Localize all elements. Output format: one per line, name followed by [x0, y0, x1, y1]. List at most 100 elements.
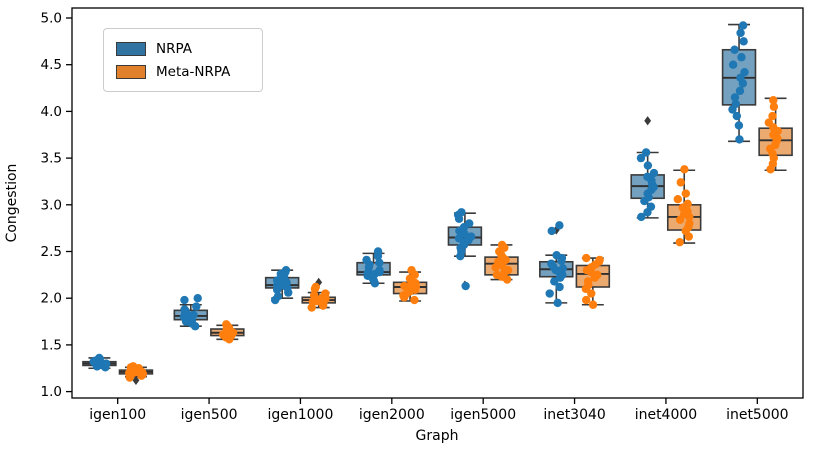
data-point-igen5000-nrpa [466, 232, 476, 241]
data-point-inet5000-meta-nrpa [769, 102, 779, 111]
data-point-inet4000-nrpa [649, 168, 659, 178]
data-point-inet3040-nrpa [555, 282, 564, 292]
data-point-igen500-nrpa [180, 305, 189, 314]
meta-nrpa-color-swatch [116, 64, 146, 79]
data-point-inet5000-nrpa [732, 111, 742, 121]
x-tick-label: igen2000 [359, 407, 425, 423]
data-point-inet4000-nrpa [641, 148, 651, 157]
data-point-igen2000-meta-nrpa [407, 265, 416, 275]
x-tick-label: inet4000 [635, 407, 698, 423]
data-point-igen100-nrpa [101, 359, 111, 368]
data-point-inet5000-nrpa [739, 37, 748, 46]
y-tick-label: 3.5 [41, 151, 62, 167]
data-point-inet4000-nrpa [637, 212, 646, 222]
data-point-igen500-nrpa [180, 295, 189, 305]
y-tick-label: 5.0 [41, 11, 62, 27]
data-point-igen5000-meta-nrpa [503, 265, 513, 275]
x-tick-label: inet5000 [726, 407, 789, 423]
data-point-inet3040-nrpa [547, 226, 556, 236]
y-tick-label: 2.5 [41, 244, 62, 260]
data-point-inet5000-nrpa [735, 86, 745, 96]
data-point-inet5000-nrpa [740, 67, 749, 77]
y-tick-label: 1.5 [41, 337, 62, 353]
data-point-igen1000-meta-nrpa [311, 282, 320, 292]
data-point-inet4000-meta-nrpa [675, 237, 684, 247]
data-point-inet3040-meta-nrpa [593, 270, 602, 280]
data-point-inet4000-meta-nrpa [676, 178, 685, 187]
data-point-igen2000-meta-nrpa [400, 281, 409, 291]
legend-item-nrpa: NRPA [116, 37, 250, 60]
data-point-inet4000-meta-nrpa [683, 199, 692, 209]
y-tick-label: 4.0 [41, 104, 62, 120]
data-point-inet5000-nrpa [738, 21, 748, 30]
data-point-inet3040-nrpa [552, 251, 561, 260]
data-point-inet4000-nrpa [643, 172, 652, 181]
data-point-igen100-meta-nrpa [129, 362, 138, 371]
y-tick-label: 1.0 [41, 384, 62, 400]
y-axis-label: Congestion [4, 163, 20, 243]
data-point-igen2000-nrpa [362, 255, 371, 265]
data-point-inet3040-meta-nrpa [595, 255, 604, 265]
data-point-inet5000-meta-nrpa [768, 111, 777, 121]
data-point-igen5000-nrpa [465, 219, 474, 228]
data-point-igen500-nrpa [192, 302, 201, 311]
x-tick-label: inet3040 [543, 407, 606, 423]
data-point-inet4000-nrpa [636, 153, 646, 163]
data-point-igen500-nrpa [193, 294, 202, 303]
data-point-inet3040-meta-nrpa [581, 295, 591, 305]
data-point-inet3040-nrpa [545, 289, 554, 298]
plot-border [71, 7, 804, 399]
data-point-igen2000-meta-nrpa [410, 295, 419, 305]
data-point-inet5000-nrpa [730, 93, 740, 102]
data-point-inet5000-nrpa [731, 99, 740, 109]
data-point-inet3040-nrpa [555, 221, 564, 230]
data-point-inet4000-meta-nrpa [685, 219, 694, 228]
data-point-igen100-nrpa [95, 353, 104, 363]
data-point-igen5000-nrpa [457, 208, 466, 217]
data-point-inet4000-nrpa [643, 161, 653, 170]
data-point-inet4000-meta-nrpa [673, 194, 683, 204]
data-point-inet5000-nrpa [737, 53, 746, 62]
data-point-inet3040-nrpa [553, 298, 562, 308]
box-inet4000-nrpa-flier [644, 116, 652, 126]
data-point-inet5000-meta-nrpa [769, 95, 778, 105]
data-point-igen5000-nrpa [454, 234, 464, 243]
data-point-inet3040-meta-nrpa [583, 277, 593, 286]
data-point-igen5000-meta-nrpa [492, 270, 502, 280]
data-point-inet3040-nrpa [558, 264, 568, 273]
x-axis-label: Graph [415, 428, 459, 444]
data-point-igen500-nrpa [189, 310, 198, 320]
x-tick-label: igen1000 [267, 407, 333, 423]
legend-label-nrpa: NRPA [156, 40, 192, 57]
data-point-igen1000-meta-nrpa [321, 289, 330, 298]
box-igen100-meta-nrpa-flier [132, 375, 140, 385]
data-point-inet5000-nrpa [735, 135, 744, 144]
data-point-inet5000-nrpa [728, 60, 738, 69]
data-point-igen2000-nrpa [375, 265, 384, 275]
nrpa-color-swatch [116, 41, 146, 56]
data-point-igen1000-nrpa [273, 292, 283, 301]
data-point-igen2000-nrpa [373, 247, 383, 256]
data-point-inet5000-nrpa [730, 45, 739, 54]
legend: NRPA Meta-NRPA [103, 28, 263, 92]
data-point-igen5000-meta-nrpa [497, 240, 507, 250]
data-point-inet4000-nrpa [646, 202, 656, 211]
data-point-igen1000-meta-nrpa [309, 291, 319, 300]
data-point-inet5000-nrpa [734, 121, 744, 130]
data-point-igen1000-nrpa [281, 265, 291, 275]
x-tick-label: igen500 [181, 407, 238, 423]
x-tick-label: igen100 [89, 407, 146, 423]
data-point-inet3040-meta-nrpa [588, 300, 598, 309]
data-point-inet3040-meta-nrpa [582, 253, 591, 263]
legend-item-meta-nrpa: Meta-NRPA [116, 60, 250, 83]
data-point-inet3040-nrpa [547, 259, 556, 268]
data-point-inet4000-meta-nrpa [681, 189, 691, 198]
data-point-igen2000-nrpa [375, 258, 384, 267]
data-point-inet5000-nrpa [736, 28, 745, 38]
data-point-igen500-meta-nrpa [222, 320, 231, 329]
legend-label-meta-nrpa: Meta-NRPA [156, 63, 231, 80]
y-tick-label: 4.5 [41, 57, 62, 73]
y-tick-label: 2.0 [41, 291, 62, 307]
